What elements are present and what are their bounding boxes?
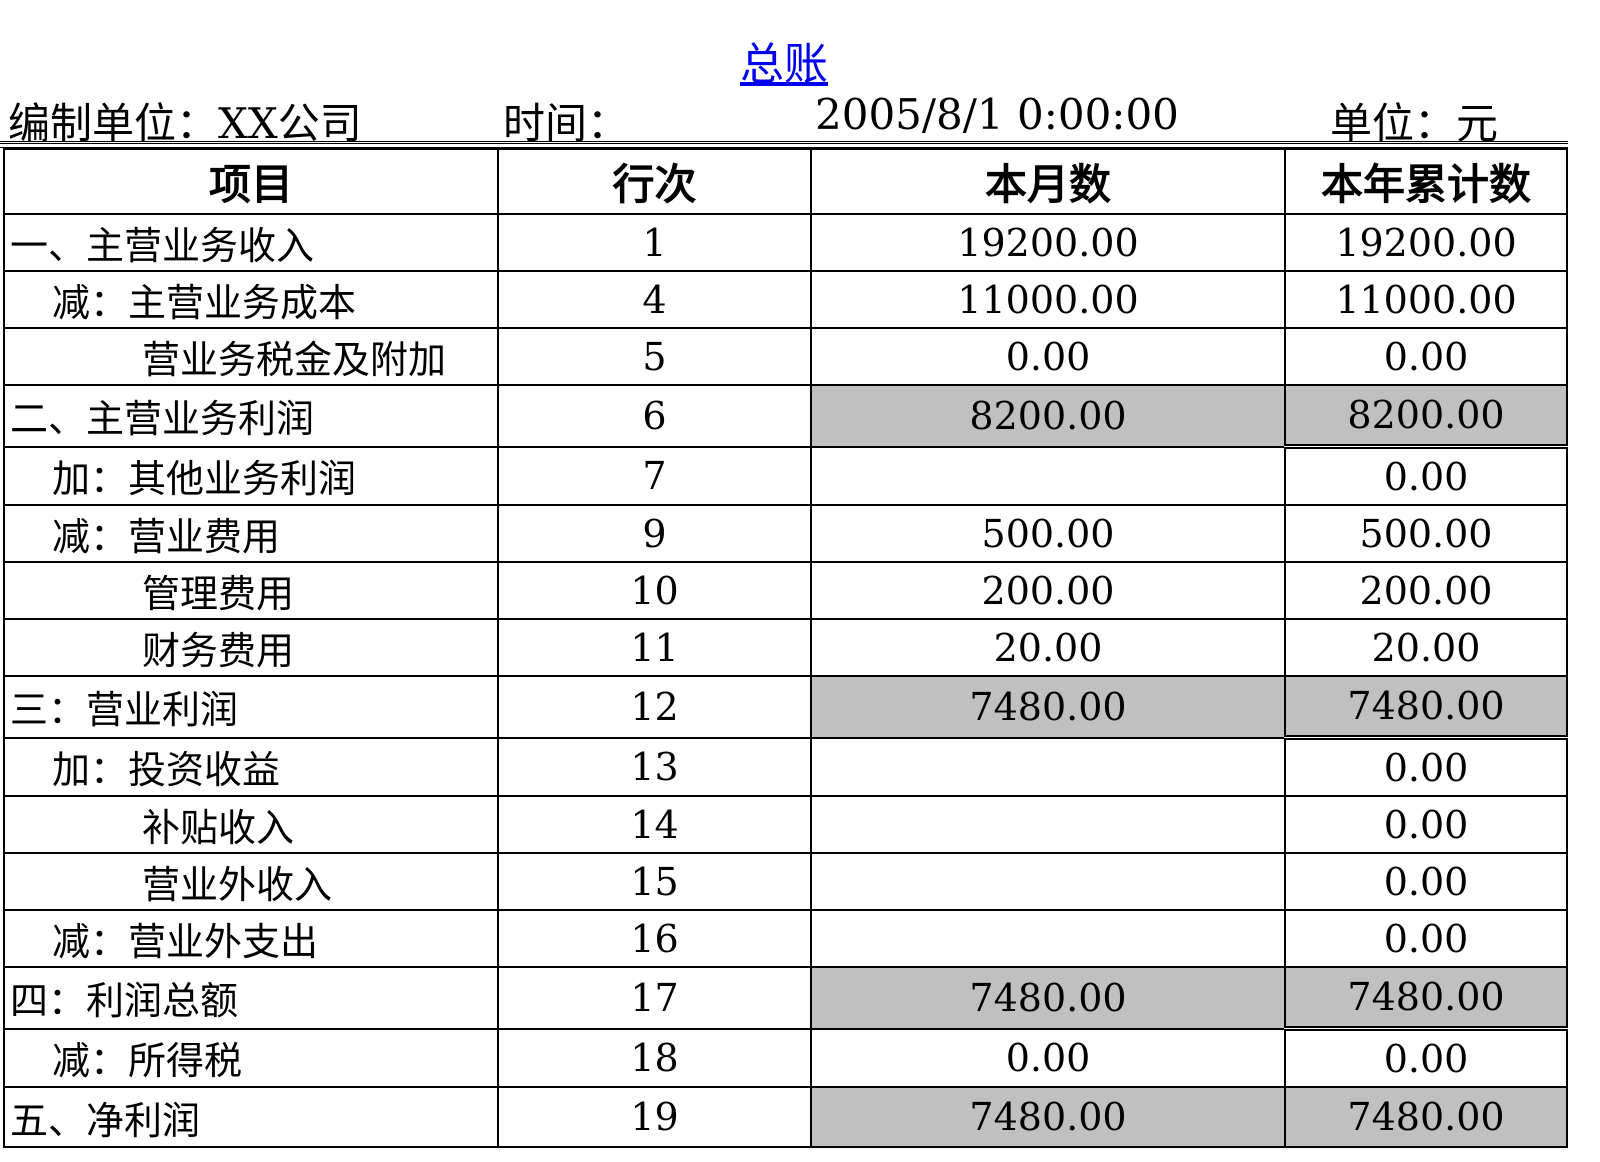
cell-ytd[interactable]: 7480.00 — [1284, 1086, 1568, 1148]
table-row: 减：营业费用 9 500.00 500.00 — [3, 504, 1568, 563]
cell-ytd[interactable]: 500.00 — [1284, 504, 1568, 563]
income-statement-table: 项目 行次 本月数 本年累计数 一、主营业务收入 1 19200.00 19200.0… — [3, 148, 1568, 1148]
cell-item[interactable]: 减：营业费用 — [3, 504, 499, 563]
cell-line[interactable]: 6 — [497, 384, 812, 448]
cell-ytd[interactable]: 0.00 — [1284, 1027, 1568, 1088]
cell-item[interactable]: 二、主营业务利润 — [3, 384, 499, 448]
time-value: 2005/8/1 0:00:00 — [815, 90, 1179, 139]
cell-item[interactable]: 补贴收入 — [3, 795, 499, 854]
company-label: 编制单位：XX公司 — [8, 99, 362, 148]
cell-item[interactable]: 财务费用 — [3, 618, 499, 677]
cell-line[interactable]: 12 — [497, 675, 812, 739]
column-header-month: 本月数 — [810, 148, 1286, 215]
cell-month[interactable]: 200.00 — [810, 561, 1286, 620]
table-row: 减：营业外支出 16 0.00 — [3, 909, 1568, 968]
cell-item[interactable]: 减：营业外支出 — [3, 909, 499, 968]
cell-item[interactable]: 管理费用 — [3, 561, 499, 620]
currency-label: 单位：元 — [1330, 99, 1499, 148]
cell-line[interactable]: 16 — [497, 909, 812, 968]
cell-ytd[interactable]: 11000.00 — [1284, 270, 1568, 329]
cell-month[interactable]: 7480.00 — [810, 966, 1286, 1030]
cell-month[interactable]: 19200.00 — [810, 213, 1286, 272]
table-row: 四：利润总额 17 7480.00 7480.00 — [3, 966, 1568, 1031]
table-row: 补贴收入 14 0.00 — [3, 795, 1568, 854]
table-row: 二、主营业务利润 6 8200.00 8200.00 — [3, 384, 1568, 449]
cell-line[interactable]: 7 — [497, 445, 812, 506]
cell-ytd[interactable]: 0.00 — [1284, 736, 1568, 797]
cell-month[interactable]: 20.00 — [810, 618, 1286, 677]
cell-item[interactable]: 减：所得税 — [3, 1027, 499, 1088]
cell-line[interactable]: 14 — [497, 795, 812, 854]
table-row: 减：主营业务成本 4 11000.00 11000.00 — [3, 270, 1568, 329]
cell-month[interactable]: 7480.00 — [810, 1086, 1286, 1148]
table-row: 一、主营业务收入 1 19200.00 19200.00 — [3, 213, 1568, 272]
cell-ytd[interactable]: 0.00 — [1284, 852, 1568, 911]
header-divider — [0, 141, 1568, 148]
cell-ytd[interactable]: 8200.00 — [1284, 384, 1568, 449]
table-row: 营业务税金及附加 5 0.00 0.00 — [3, 327, 1568, 386]
cell-ytd[interactable]: 20.00 — [1284, 618, 1568, 677]
cell-month[interactable]: 0.00 — [810, 1027, 1286, 1088]
cell-month[interactable] — [810, 909, 1286, 968]
cell-item[interactable]: 减：主营业务成本 — [3, 270, 499, 329]
cell-ytd[interactable]: 7480.00 — [1284, 675, 1568, 740]
cell-ytd[interactable]: 0.00 — [1284, 795, 1568, 854]
cell-line[interactable]: 19 — [497, 1086, 812, 1148]
cell-month[interactable] — [810, 445, 1286, 506]
cell-item[interactable]: 三：营业利润 — [3, 675, 499, 739]
cell-ytd[interactable]: 0.00 — [1284, 909, 1568, 968]
table-row: 财务费用 11 20.00 20.00 — [3, 618, 1568, 677]
table-row: 减：所得税 18 0.00 0.00 — [3, 1027, 1568, 1088]
cell-month[interactable]: 7480.00 — [810, 675, 1286, 739]
cell-month[interactable]: 11000.00 — [810, 270, 1286, 329]
column-header-ytd: 本年累计数 — [1284, 148, 1568, 215]
cell-line[interactable]: 1 — [497, 213, 812, 272]
table-row: 加：其他业务利润 7 0.00 — [3, 445, 1568, 506]
table-row: 三：营业利润 12 7480.00 7480.00 — [3, 675, 1568, 740]
cell-ytd[interactable]: 19200.00 — [1284, 213, 1568, 272]
cell-line[interactable]: 17 — [497, 966, 812, 1030]
title-link[interactable]: 总账 — [740, 39, 828, 90]
cell-line[interactable]: 13 — [497, 736, 812, 797]
cell-line[interactable]: 9 — [497, 504, 812, 563]
cell-month[interactable] — [810, 736, 1286, 797]
cell-ytd[interactable]: 0.00 — [1284, 445, 1568, 506]
cell-ytd[interactable]: 200.00 — [1284, 561, 1568, 620]
cell-line[interactable]: 18 — [497, 1027, 812, 1088]
cell-ytd[interactable]: 7480.00 — [1284, 966, 1568, 1031]
cell-item[interactable]: 一、主营业务收入 — [3, 213, 499, 272]
column-header-item: 项目 — [3, 148, 499, 215]
cell-ytd[interactable]: 0.00 — [1284, 327, 1568, 386]
cell-item[interactable]: 加：投资收益 — [3, 736, 499, 797]
cell-item[interactable]: 加：其他业务利润 — [3, 445, 499, 506]
cell-month[interactable] — [810, 852, 1286, 911]
table-row: 加：投资收益 13 0.00 — [3, 736, 1568, 797]
cell-month[interactable]: 0.00 — [810, 327, 1286, 386]
cell-line[interactable]: 10 — [497, 561, 812, 620]
cell-month[interactable]: 500.00 — [810, 504, 1286, 563]
cell-item[interactable]: 营业务税金及附加 — [3, 327, 499, 386]
table-header: 项目 行次 本月数 本年累计数 — [3, 148, 1568, 215]
table-row: 管理费用 10 200.00 200.00 — [3, 561, 1568, 620]
cell-month[interactable] — [810, 795, 1286, 854]
table-row: 五、净利润 19 7480.00 7480.00 — [3, 1086, 1568, 1148]
cell-item[interactable]: 营业外收入 — [3, 852, 499, 911]
cell-line[interactable]: 5 — [497, 327, 812, 386]
cell-month[interactable]: 8200.00 — [810, 384, 1286, 448]
cell-item[interactable]: 五、净利润 — [3, 1086, 499, 1148]
cell-line[interactable]: 11 — [497, 618, 812, 677]
table-row: 营业外收入 15 0.00 — [3, 852, 1568, 911]
cell-item[interactable]: 四：利润总额 — [3, 966, 499, 1030]
cell-line[interactable]: 4 — [497, 270, 812, 329]
column-header-line: 行次 — [497, 148, 812, 215]
report-title: 总账 — [0, 28, 1568, 92]
cell-line[interactable]: 15 — [497, 852, 812, 911]
time-label: 时间： — [503, 99, 630, 148]
